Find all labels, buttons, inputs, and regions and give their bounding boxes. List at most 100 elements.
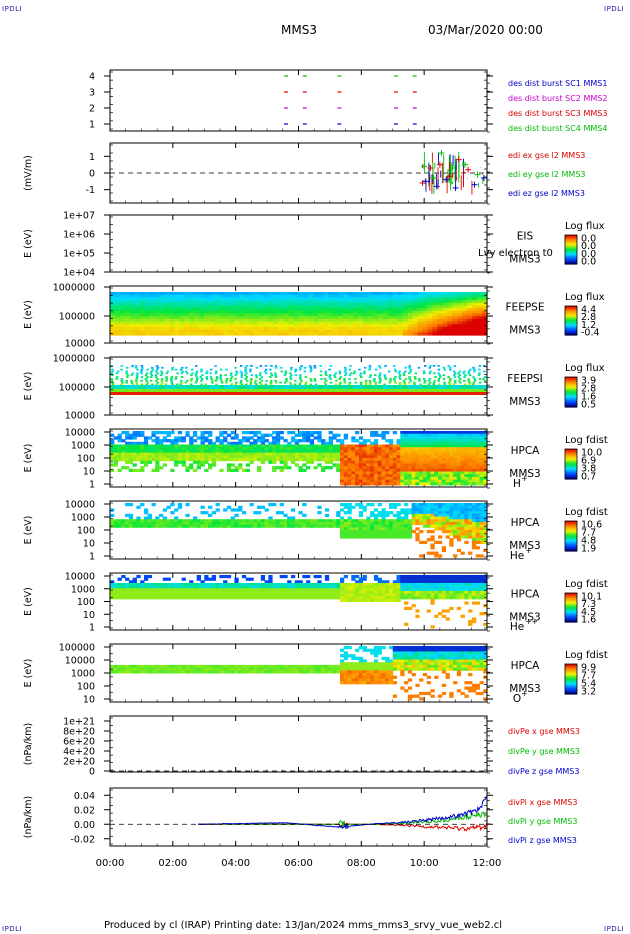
hpca-h-panel-cell bbox=[449, 482, 454, 486]
burst-panel-ytick-label: 3 bbox=[89, 88, 95, 99]
feepse-panel-cell bbox=[432, 326, 438, 331]
feepsi-panel-cell bbox=[285, 379, 288, 382]
hpca-h-panel-cell bbox=[230, 441, 235, 445]
hpca-h-panel-cell bbox=[264, 433, 269, 437]
hpca-h-panel-cell bbox=[113, 455, 119, 459]
feepse-panel-cell bbox=[402, 324, 409, 328]
feepse-panel-cell bbox=[243, 316, 250, 320]
feepse-panel-cell bbox=[367, 329, 374, 333]
feepsi-panel-cell bbox=[146, 368, 149, 371]
feepse-panel-cell bbox=[372, 300, 379, 304]
hpca-h-panel-cell bbox=[366, 460, 371, 464]
feepsi-panel-cell bbox=[412, 389, 419, 392]
feepsi-panel-cell bbox=[169, 392, 176, 395]
feepse-panel-cell bbox=[199, 332, 205, 336]
hpca-h-panel-ytick-label: 1 bbox=[89, 480, 95, 491]
feepsi-panel-cell bbox=[298, 383, 302, 386]
hpca-h-panel-cell bbox=[287, 441, 292, 445]
feepse-panel-cell bbox=[338, 297, 344, 301]
hpca-h-panel-cell bbox=[434, 471, 439, 475]
feepsi-panel-cell bbox=[323, 392, 329, 395]
hpca-h-panel-cell bbox=[174, 452, 179, 456]
hpca-he-panel-cell bbox=[426, 538, 431, 542]
hpca-he-panel-cell bbox=[136, 524, 141, 528]
burst-panel-frame bbox=[109, 69, 488, 132]
feepse-panel-cell bbox=[159, 297, 166, 301]
hpca-he-panel-cell bbox=[189, 524, 194, 528]
hpca-h-panel-cell bbox=[306, 452, 311, 456]
hpca-he-panel-cell bbox=[226, 524, 232, 528]
hpca-he-panel-cell bbox=[426, 508, 431, 512]
feepsi-panel-cell bbox=[397, 392, 404, 395]
feepsi-panel-cell bbox=[452, 383, 456, 386]
hpca-h-panel-cell bbox=[332, 455, 337, 459]
feepse-panel-cell bbox=[263, 292, 270, 296]
feepse-panel-cell bbox=[328, 332, 334, 336]
hpca-h-panel-cell bbox=[377, 463, 382, 467]
hpca-he-panel-cell bbox=[351, 530, 356, 534]
feepse-panel-cell bbox=[139, 329, 146, 333]
hpca-h-panel-cell bbox=[373, 482, 379, 486]
feepsi-panel-cell bbox=[249, 383, 252, 386]
hpca-h-panel-cell bbox=[471, 452, 477, 456]
feepse-panel-cell bbox=[482, 326, 488, 331]
feepse-panel-cell bbox=[159, 292, 166, 296]
feepsi-panel-cell bbox=[131, 372, 135, 375]
feepse-panel-cell bbox=[189, 292, 195, 296]
feepsi-panel-cell bbox=[248, 392, 255, 395]
hpca-he-panel-cell bbox=[177, 521, 183, 526]
hpca-h-panel-cell bbox=[287, 447, 292, 451]
hpca-h-panel-cell bbox=[355, 479, 360, 483]
feepse-panel-cell bbox=[382, 313, 389, 317]
hpca-h-panel-cell bbox=[253, 439, 258, 443]
hpca-he-panel-cell bbox=[219, 524, 224, 528]
hpca-he-panel-cell bbox=[309, 524, 315, 528]
hpca-h-panel-cell bbox=[381, 455, 386, 459]
hpca-h-panel-cell bbox=[275, 449, 281, 454]
hpca-h-panel-cell bbox=[136, 431, 141, 435]
hpca-h-panel-cell bbox=[306, 439, 311, 443]
feepsi-panel-cell bbox=[389, 379, 392, 382]
hpca-h-panel-cell bbox=[407, 431, 413, 435]
feepse-panel-cell bbox=[214, 321, 220, 325]
hpca-he-panel-cell bbox=[373, 519, 379, 523]
feepse-panel-cell bbox=[447, 316, 453, 320]
hpca-he-panel-cell bbox=[404, 521, 409, 526]
hpca-h-panel-colorbar-segment bbox=[565, 455, 577, 457]
hpca-h-panel-cell bbox=[430, 441, 435, 445]
feepsi-panel-cell bbox=[397, 385, 404, 389]
hpca-h-panel-cell bbox=[419, 460, 424, 464]
hpca-he-panel-cell bbox=[422, 519, 428, 523]
hpca-h-panel-cell bbox=[309, 460, 315, 464]
hpca-h-panel-cell bbox=[460, 455, 465, 459]
hpca-h-panel-cell bbox=[189, 463, 194, 467]
hpca-he-panel-cell bbox=[422, 540, 428, 544]
hpca-h-panel-cell bbox=[471, 439, 477, 443]
feepse-panel-cell bbox=[179, 332, 186, 336]
hpca-h-panel-cell bbox=[223, 439, 228, 443]
feepsi-panel-cell bbox=[477, 392, 483, 395]
hpca-he-panel-cell bbox=[381, 527, 386, 531]
feepse-panel-cell bbox=[472, 326, 478, 331]
feepse-panel-cell bbox=[214, 308, 220, 312]
feepse-panel-cell bbox=[432, 313, 438, 317]
hpca-he-panel-cell bbox=[264, 519, 269, 523]
hpca-he-panel-cell bbox=[377, 519, 382, 523]
feepsi-panel-cell bbox=[170, 381, 174, 384]
feepse-panel-instrument-label: FEEPSE bbox=[506, 302, 545, 314]
hpca-h-panel-cell bbox=[260, 460, 266, 464]
feepsi-panel-cell bbox=[383, 383, 386, 386]
feepse-panel-cell bbox=[338, 308, 344, 312]
hpca-he-panel-cell bbox=[287, 524, 292, 528]
feepsi-panel-cell bbox=[149, 372, 153, 375]
feepse-panel-cell bbox=[144, 297, 151, 301]
feepsi-panel-cell bbox=[154, 385, 161, 389]
feepse-panel-cell bbox=[268, 321, 275, 325]
hpca-h-panel-cell bbox=[419, 433, 424, 437]
feepse-panel-cell bbox=[293, 324, 300, 328]
hpca-h-panel-cell bbox=[404, 452, 409, 456]
feepse-panel-cell bbox=[209, 326, 215, 331]
feepse-panel-cell bbox=[134, 292, 141, 296]
hpca-he-panel-cell bbox=[339, 532, 345, 536]
feepsi-panel-colorbar-segment bbox=[565, 391, 577, 393]
